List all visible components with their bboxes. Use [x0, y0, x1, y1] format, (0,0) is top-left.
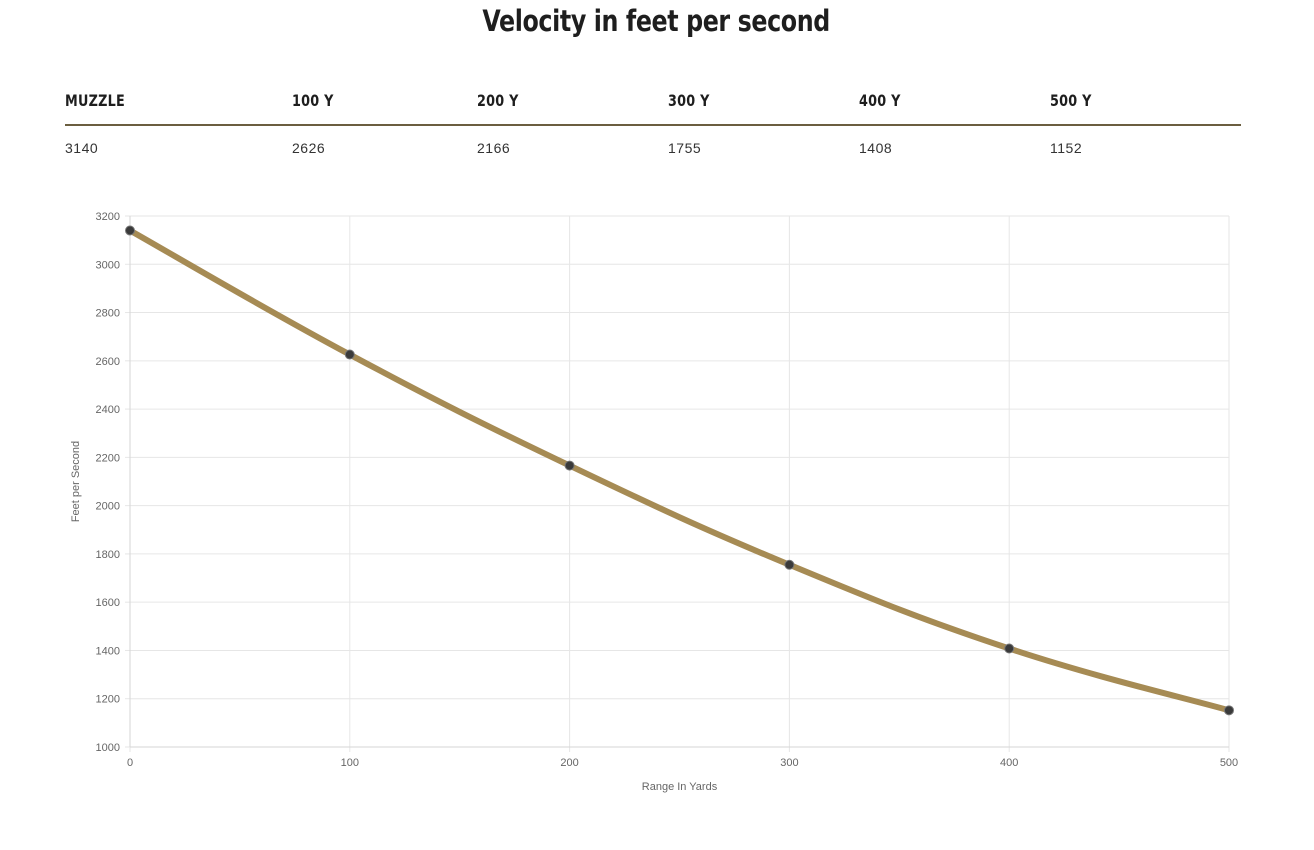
data-point [1004, 643, 1015, 654]
table-header-row: MUZZLE 100 Y 200 Y 300 Y 400 Y 500 Y [65, 86, 1241, 126]
y-tick-label: 2200 [96, 452, 120, 464]
page-title: Velocity in feet per second [482, 4, 830, 38]
data-point [1224, 705, 1234, 716]
velocity-table: MUZZLE 100 Y 200 Y 300 Y 400 Y 500 Y 314… [65, 86, 1241, 166]
header-100-y: 100 Y [292, 91, 334, 110]
table-row: 3140 2626 2166 1755 1408 1152 [65, 126, 1241, 166]
value-muzzle: 3140 [65, 140, 99, 156]
y-tick-label: 2000 [96, 501, 120, 513]
value-300-y: 1755 [668, 140, 702, 156]
x-tick-label: 200 [560, 757, 578, 769]
header-300-y: 300 Y [668, 91, 710, 110]
x-tick-label: 500 [1220, 757, 1238, 769]
y-tick-label: 1200 [96, 694, 120, 706]
series-line [127, 227, 1232, 714]
header-200-y: 200 Y [477, 91, 519, 110]
y-tick-label: 3200 [96, 211, 120, 223]
y-tick-label: 1000 [96, 742, 120, 754]
data-point [784, 559, 795, 570]
chart-grid [125, 215, 1230, 752]
header-500-y: 500 Y [1050, 91, 1092, 110]
header-400-y: 400 Y [859, 91, 901, 110]
data-point [564, 460, 575, 471]
chart-axes [129, 216, 1229, 748]
x-tick-label: 100 [341, 757, 359, 769]
value-100-y: 2626 [292, 140, 326, 156]
chart-series [125, 225, 1234, 716]
value-400-y: 1408 [859, 140, 893, 156]
data-point [344, 349, 355, 360]
y-tick-label: 2600 [96, 356, 120, 368]
y-tick-label: 1400 [96, 645, 120, 657]
y-tick-label: 2400 [96, 404, 120, 416]
x-tick-label: 400 [1000, 757, 1018, 769]
x-tick-label: 0 [127, 757, 133, 769]
x-axis-title: Range In Yards [642, 781, 718, 793]
y-tick-label: 2800 [96, 308, 120, 320]
x-tick-label: 300 [780, 757, 798, 769]
value-500-y: 1152 [1050, 140, 1083, 156]
y-tick-label: 1800 [96, 549, 120, 561]
value-200-y: 2166 [477, 140, 511, 156]
y-tick-label: 3000 [96, 259, 120, 271]
chart-tick-labels: 1000120014001600180020002200240026002800… [96, 211, 1239, 769]
header-muzzle: MUZZLE [65, 91, 126, 110]
y-tick-label: 1600 [96, 597, 120, 609]
y-axis-title: Feet per Second [70, 441, 82, 522]
data-point [125, 225, 135, 236]
